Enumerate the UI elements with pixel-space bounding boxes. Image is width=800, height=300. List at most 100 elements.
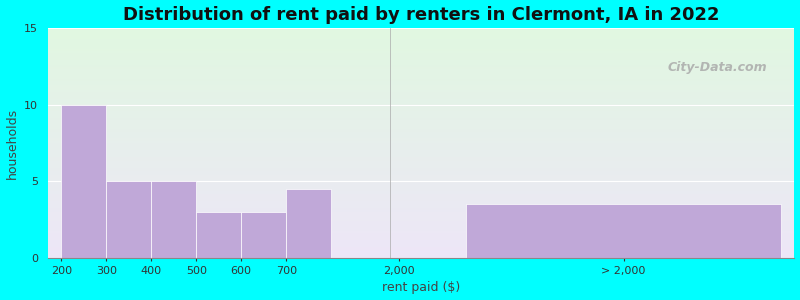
Bar: [48, 219, 794, 221]
Bar: [48, 132, 794, 134]
Bar: [48, 208, 794, 210]
Bar: [48, 30, 794, 32]
Bar: [48, 42, 794, 44]
Bar: [48, 65, 794, 67]
Bar: [48, 247, 794, 249]
Bar: [48, 139, 794, 141]
Bar: [48, 217, 794, 219]
Bar: [48, 238, 794, 240]
Bar: [62, 105, 106, 258]
Bar: [48, 205, 794, 208]
Bar: [48, 95, 794, 97]
Bar: [48, 143, 794, 146]
Bar: [48, 122, 794, 124]
Bar: [48, 28, 794, 30]
Bar: [48, 88, 794, 90]
Bar: [48, 106, 794, 109]
Bar: [48, 141, 794, 143]
Bar: [48, 83, 794, 86]
Bar: [196, 212, 242, 258]
Bar: [48, 214, 794, 217]
Bar: [48, 116, 794, 118]
Bar: [242, 212, 286, 258]
Bar: [48, 178, 794, 180]
Y-axis label: households: households: [6, 107, 18, 178]
Bar: [48, 102, 794, 104]
Bar: [48, 109, 794, 111]
Bar: [48, 212, 794, 214]
Bar: [48, 228, 794, 231]
Bar: [48, 39, 794, 42]
Bar: [48, 118, 794, 120]
Bar: [151, 182, 196, 258]
Bar: [48, 226, 794, 228]
Bar: [48, 168, 794, 171]
Bar: [48, 129, 794, 132]
Bar: [48, 44, 794, 46]
Bar: [48, 35, 794, 37]
Bar: [48, 58, 794, 60]
Bar: [48, 251, 794, 253]
Bar: [48, 99, 794, 102]
Bar: [48, 152, 794, 154]
Bar: [48, 124, 794, 127]
Bar: [48, 136, 794, 139]
Bar: [48, 201, 794, 203]
Bar: [48, 161, 794, 164]
Bar: [48, 60, 794, 62]
Bar: [48, 51, 794, 53]
Bar: [48, 173, 794, 175]
Bar: [48, 32, 794, 35]
Bar: [48, 53, 794, 56]
Bar: [48, 256, 794, 258]
Bar: [48, 46, 794, 49]
Bar: [106, 182, 151, 258]
Bar: [48, 62, 794, 65]
Bar: [48, 235, 794, 238]
Bar: [48, 74, 794, 76]
Bar: [48, 97, 794, 99]
Bar: [286, 189, 331, 258]
Bar: [48, 148, 794, 150]
Bar: [48, 157, 794, 159]
Bar: [48, 76, 794, 79]
Bar: [48, 242, 794, 244]
Bar: [48, 166, 794, 168]
Bar: [48, 175, 794, 178]
Bar: [48, 187, 794, 189]
Bar: [48, 104, 794, 106]
Bar: [48, 231, 794, 233]
Bar: [48, 196, 794, 198]
Bar: [48, 72, 794, 74]
Bar: [48, 244, 794, 247]
Bar: [48, 92, 794, 95]
Bar: [48, 113, 794, 116]
Bar: [48, 189, 794, 191]
Bar: [48, 49, 794, 51]
Bar: [48, 191, 794, 194]
Bar: [48, 134, 794, 136]
Bar: [48, 127, 794, 129]
Bar: [48, 171, 794, 173]
Bar: [48, 233, 794, 235]
Bar: [48, 254, 794, 256]
Bar: [48, 37, 794, 39]
Bar: [48, 240, 794, 242]
Bar: [48, 198, 794, 201]
Bar: [48, 203, 794, 205]
Bar: [48, 182, 794, 184]
Bar: [48, 150, 794, 152]
Bar: [48, 67, 794, 69]
Title: Distribution of rent paid by renters in Clermont, IA in 2022: Distribution of rent paid by renters in …: [123, 6, 719, 24]
Bar: [48, 90, 794, 92]
Bar: [48, 210, 794, 212]
Bar: [48, 224, 794, 226]
Bar: [48, 69, 794, 72]
Bar: [48, 180, 794, 182]
Bar: [48, 146, 794, 148]
Bar: [48, 120, 794, 122]
Bar: [48, 164, 794, 166]
Bar: [48, 111, 794, 113]
Bar: [48, 159, 794, 161]
Bar: [48, 81, 794, 83]
